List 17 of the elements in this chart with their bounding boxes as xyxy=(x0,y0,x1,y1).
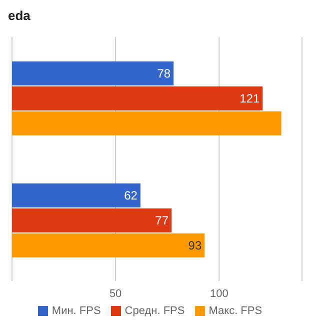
data-label: 62 xyxy=(124,188,138,202)
x-tick-label: 50 xyxy=(109,288,122,300)
legend-label: Средн. FPS xyxy=(124,305,185,317)
bar xyxy=(12,233,205,258)
bar xyxy=(12,86,263,110)
bar xyxy=(12,208,172,232)
x-tick-label: 100 xyxy=(210,288,228,300)
bar xyxy=(12,61,174,86)
bar xyxy=(12,183,140,208)
bar xyxy=(12,111,282,136)
legend-label: Мин. FPS xyxy=(52,305,101,317)
legend-label: Макс. FPS xyxy=(208,305,262,317)
data-label: 77 xyxy=(155,213,169,228)
data-label: 78 xyxy=(157,66,171,80)
data-label: 93 xyxy=(188,238,202,252)
chart-title: eda xyxy=(8,8,32,23)
data-label: 121 xyxy=(240,91,260,106)
